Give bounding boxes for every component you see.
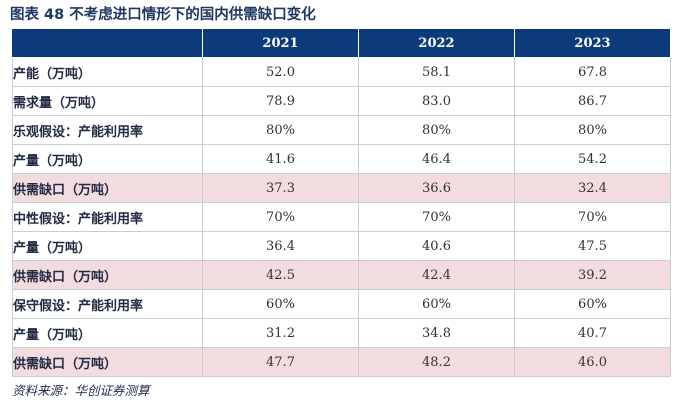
source-note: 资料来源：华创证券测算 (12, 383, 150, 398)
value-cell: 40.7 (514, 318, 671, 348)
row-label: 产量（万吨） (12, 231, 203, 261)
value-cell: 36.6 (358, 173, 515, 203)
value-cell: 60% (358, 289, 515, 319)
value-cell: 37.3 (202, 173, 359, 203)
value-cell: 60% (202, 289, 359, 319)
value-cell: 83.0 (358, 86, 515, 116)
table-row: 供需缺口（万吨） 47.7 48.2 46.0 (12, 347, 671, 377)
value-cell: 60% (514, 289, 671, 319)
row-label: 保守假设：产能利用率 (12, 289, 203, 319)
value-cell: 67.8 (514, 57, 671, 87)
value-cell: 86.7 (514, 86, 671, 116)
header-cell-2022: 2022 (358, 28, 515, 58)
value-cell: 48.2 (358, 347, 515, 377)
value-cell: 46.0 (514, 347, 671, 377)
value-cell: 41.6 (202, 144, 359, 174)
value-cell: 42.4 (358, 260, 515, 290)
header-cell-2021: 2021 (202, 28, 359, 58)
table-row: 中性假设：产能利用率 70% 70% 70% (12, 202, 671, 232)
figure-title: 图表 48 不考虑进口情形下的国内供需缺口变化 (10, 7, 316, 23)
value-cell: 36.4 (202, 231, 359, 261)
value-cell: 46.4 (358, 144, 515, 174)
row-label: 产能（万吨） (12, 57, 203, 87)
row-label: 供需缺口（万吨） (12, 347, 203, 377)
table-row: 需求量（万吨） 78.9 83.0 86.7 (12, 86, 671, 116)
value-cell: 80% (514, 115, 671, 145)
value-cell: 42.5 (202, 260, 359, 290)
value-cell: 80% (202, 115, 359, 145)
table-row: 供需缺口（万吨） 37.3 36.6 32.4 (12, 173, 671, 203)
row-label: 中性假设：产能利用率 (12, 202, 203, 232)
value-cell: 70% (202, 202, 359, 232)
row-label: 产量（万吨） (12, 318, 203, 348)
row-label: 供需缺口（万吨） (12, 173, 203, 203)
row-label: 产量（万吨） (12, 144, 203, 174)
value-cell: 34.8 (358, 318, 515, 348)
table-body: 产能（万吨） 52.0 58.1 67.8 需求量（万吨） 78.9 83.0 86.7 乐观假… (12, 57, 671, 377)
value-cell: 47.7 (202, 347, 359, 377)
value-cell: 70% (514, 202, 671, 232)
header-cell-blank (12, 28, 203, 58)
row-label: 供需缺口（万吨） (12, 260, 203, 290)
value-cell: 52.0 (202, 57, 359, 87)
value-cell: 70% (358, 202, 515, 232)
value-cell: 78.9 (202, 86, 359, 116)
row-label: 乐观假设：产能利用率 (12, 115, 203, 145)
table-header-row: 2021 2022 2023 (12, 28, 671, 58)
row-label: 需求量（万吨） (12, 86, 203, 116)
value-cell: 47.5 (514, 231, 671, 261)
header-cell-2023: 2023 (514, 28, 671, 58)
value-cell: 32.4 (514, 173, 671, 203)
table-row: 产量（万吨） 31.2 34.8 40.7 (12, 318, 671, 348)
table-row: 产量（万吨） 36.4 40.6 47.5 (12, 231, 671, 261)
value-cell: 80% (358, 115, 515, 145)
supply-demand-table: 2021 2022 2023 产能（万吨） 52.0 58.1 67.8 需求量（万吨）… (12, 28, 671, 377)
table-row: 乐观假设：产能利用率 80% 80% 80% (12, 115, 671, 145)
table-row: 保守假设：产能利用率 60% 60% 60% (12, 289, 671, 319)
value-cell: 31.2 (202, 318, 359, 348)
value-cell: 40.6 (358, 231, 515, 261)
value-cell: 58.1 (358, 57, 515, 87)
table-row: 供需缺口（万吨） 42.5 42.4 39.2 (12, 260, 671, 290)
table-row: 产能（万吨） 52.0 58.1 67.8 (12, 57, 671, 87)
table-row: 产量（万吨） 41.6 46.4 54.2 (12, 144, 671, 174)
value-cell: 54.2 (514, 144, 671, 174)
value-cell: 39.2 (514, 260, 671, 290)
